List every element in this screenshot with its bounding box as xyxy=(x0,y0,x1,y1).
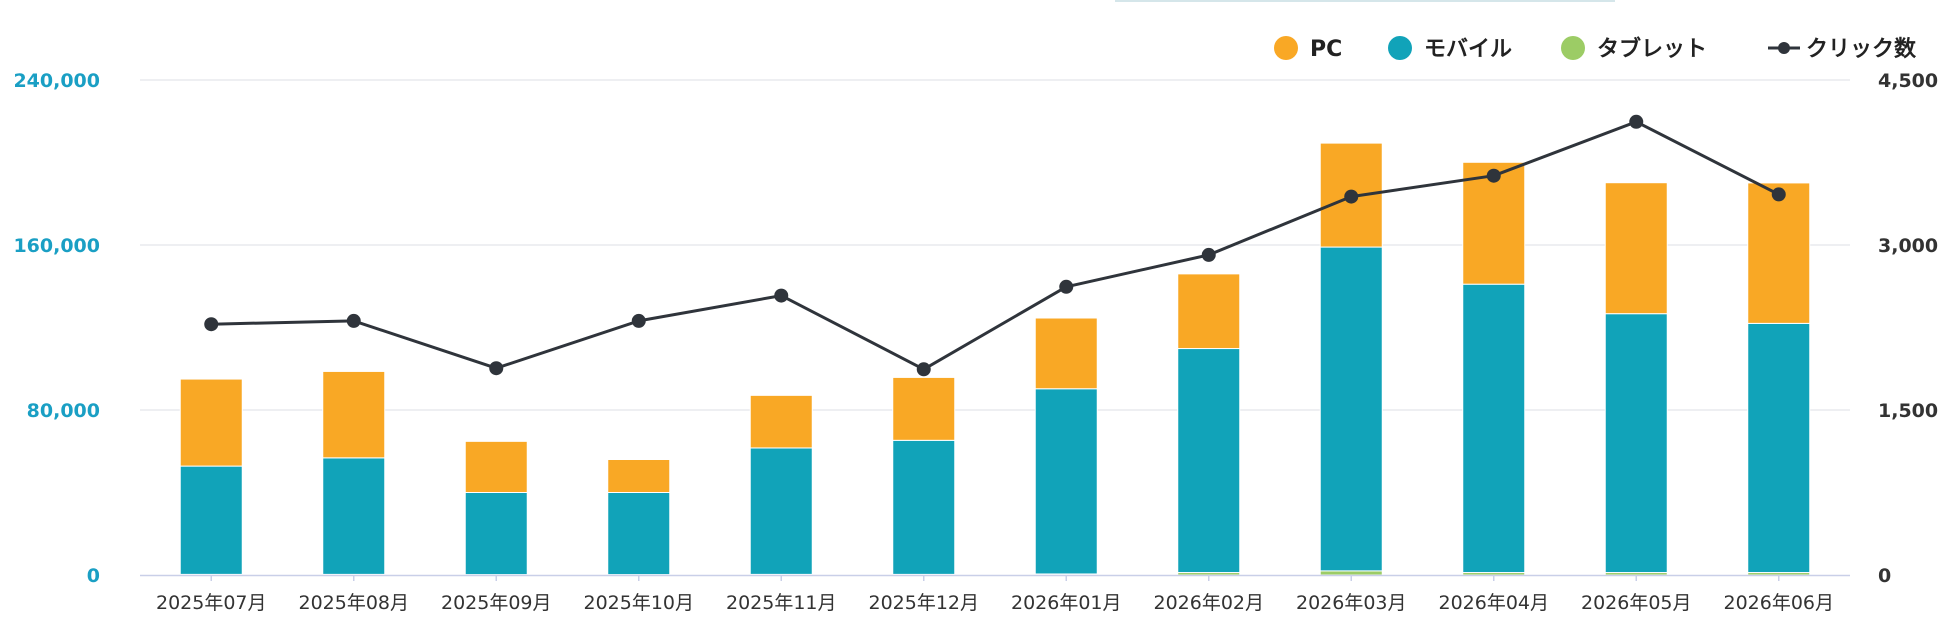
x-tick-label: 2026年04月 xyxy=(1438,592,1549,614)
bar-mobile xyxy=(1178,349,1240,573)
bar-tablet xyxy=(1320,571,1382,575)
bar-mobile xyxy=(1463,284,1525,572)
legend-dot-icon xyxy=(1388,36,1412,60)
x-tick-label: 2026年03月 xyxy=(1296,592,1407,614)
x-tick-label: 2025年11月 xyxy=(726,592,837,614)
bar-mobile xyxy=(750,448,812,574)
clicks-point xyxy=(1772,187,1786,201)
bar-pc xyxy=(1178,274,1240,349)
bar-pc xyxy=(1748,183,1810,323)
x-tick-label: 2026年02月 xyxy=(1153,592,1264,614)
y-left-tick-label: 80,000 xyxy=(27,400,100,422)
legend-label: モバイル xyxy=(1424,37,1512,62)
legend-dot-icon xyxy=(1778,42,1790,54)
bar-pc xyxy=(323,371,385,457)
y-left-tick-label: 240,000 xyxy=(13,70,100,92)
x-tick-label: 2025年08月 xyxy=(298,592,409,614)
y-left-tick-label: 0 xyxy=(87,565,100,587)
legend-dot-icon xyxy=(1561,36,1585,60)
clicks-point xyxy=(204,317,218,331)
clicks-point xyxy=(1629,115,1643,129)
legend-label: タブレット xyxy=(1597,36,1707,62)
y-right-tick-label: 0 xyxy=(1878,565,1891,587)
chart-legend[interactable]: PC モバイル タブレット クリック数 xyxy=(1274,36,1917,62)
bar-mobile xyxy=(608,493,670,575)
legend-item-tablet[interactable]: タブレット xyxy=(1561,36,1707,62)
x-tick-label: 2025年12月 xyxy=(868,592,979,614)
y-right-tick-label: 4,500 xyxy=(1878,70,1938,92)
y-left-tick-label: 160,000 xyxy=(13,235,100,257)
bar-pc xyxy=(465,441,527,492)
clicks-line xyxy=(211,122,1779,369)
bar-mobile xyxy=(465,493,527,575)
legend-label: クリック数 xyxy=(1806,36,1917,62)
x-tick-label: 2026年06月 xyxy=(1723,592,1834,614)
bar-pc xyxy=(608,460,670,493)
clicks-point xyxy=(1202,248,1216,262)
bar-pc xyxy=(180,379,242,466)
bar-mobile xyxy=(1320,247,1382,571)
clicks-point xyxy=(774,289,788,303)
x-tick-label: 2025年07月 xyxy=(156,592,267,614)
bar-series xyxy=(180,143,1810,575)
legend-dot-icon xyxy=(1274,36,1298,60)
bar-pc xyxy=(750,395,812,448)
clicks-point xyxy=(489,361,503,375)
bar-mobile xyxy=(893,440,955,574)
clicks-point xyxy=(1059,280,1073,294)
bar-mobile xyxy=(1605,314,1667,573)
grid-lines xyxy=(140,80,1850,410)
legend-item-pc[interactable]: PC xyxy=(1274,36,1342,62)
bar-pc xyxy=(1605,183,1667,314)
x-tick-label: 2025年10月 xyxy=(583,592,694,614)
bar-mobile xyxy=(1035,389,1097,574)
bar-mobile xyxy=(1748,323,1810,572)
clicks-point xyxy=(917,362,931,376)
clicks-point xyxy=(1487,169,1501,183)
clicks-point xyxy=(347,314,361,328)
clicks-point xyxy=(1344,190,1358,204)
x-tick-label: 2026年01月 xyxy=(1011,592,1122,614)
bar-mobile xyxy=(180,466,242,574)
y-right-tick-label: 1,500 xyxy=(1878,400,1938,422)
legend-label: PC xyxy=(1310,37,1342,62)
bar-mobile xyxy=(323,458,385,575)
x-tick-label: 2026年05月 xyxy=(1581,592,1692,614)
legend-item-mobile[interactable]: モバイル xyxy=(1388,36,1512,62)
bar-pc xyxy=(893,377,955,440)
bar-pc xyxy=(1035,318,1097,389)
line-series xyxy=(204,115,1786,377)
y-right-tick-label: 3,000 xyxy=(1878,235,1938,257)
x-tick-label: 2025年09月 xyxy=(441,592,552,614)
legend-item-clicks[interactable]: クリック数 xyxy=(1768,36,1917,62)
clicks-point xyxy=(632,314,646,328)
